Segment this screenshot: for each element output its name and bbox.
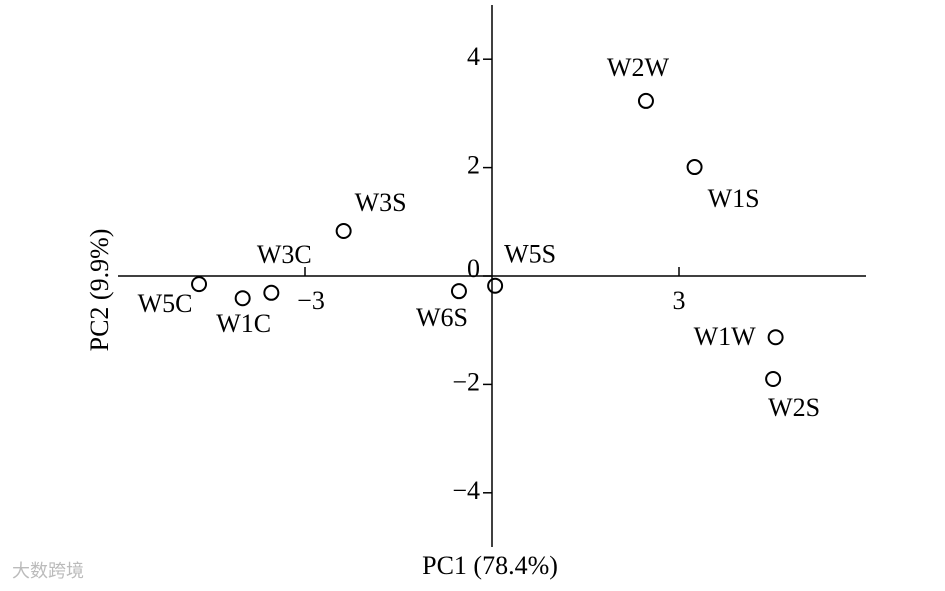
- point-label: W2W: [607, 53, 670, 82]
- x-tick-label: 3: [673, 286, 686, 315]
- y-tick-label: 0: [467, 254, 480, 283]
- point: [335, 223, 352, 240]
- point: [637, 92, 654, 109]
- y-axis-title: PC2 (9.9%): [85, 229, 114, 352]
- point-label: W5S: [504, 240, 556, 269]
- y-tick-label: −4: [452, 476, 480, 505]
- watermark: 大数跨境: [12, 561, 84, 582]
- point: [263, 284, 280, 301]
- point: [450, 283, 467, 300]
- point-label: W1C: [216, 309, 271, 338]
- point: [767, 329, 784, 346]
- point-label: W2S: [768, 393, 820, 422]
- point-label: W3C: [257, 240, 312, 269]
- point-label: W1S: [708, 184, 760, 213]
- point-label: W1W: [694, 322, 757, 351]
- point: [686, 159, 703, 176]
- y-tick-label: −2: [452, 367, 480, 396]
- point-label: W5C: [138, 289, 193, 318]
- point: [765, 370, 782, 387]
- point: [234, 290, 251, 307]
- point-label: W3S: [355, 188, 407, 217]
- x-tick-label: −3: [297, 286, 325, 315]
- point-label: W6S: [416, 303, 468, 332]
- y-tick-label: 4: [467, 42, 480, 71]
- point: [487, 277, 504, 294]
- y-tick-label: 2: [467, 151, 480, 180]
- x-axis-title: PC1 (78.4%): [422, 551, 558, 580]
- point: [191, 276, 208, 293]
